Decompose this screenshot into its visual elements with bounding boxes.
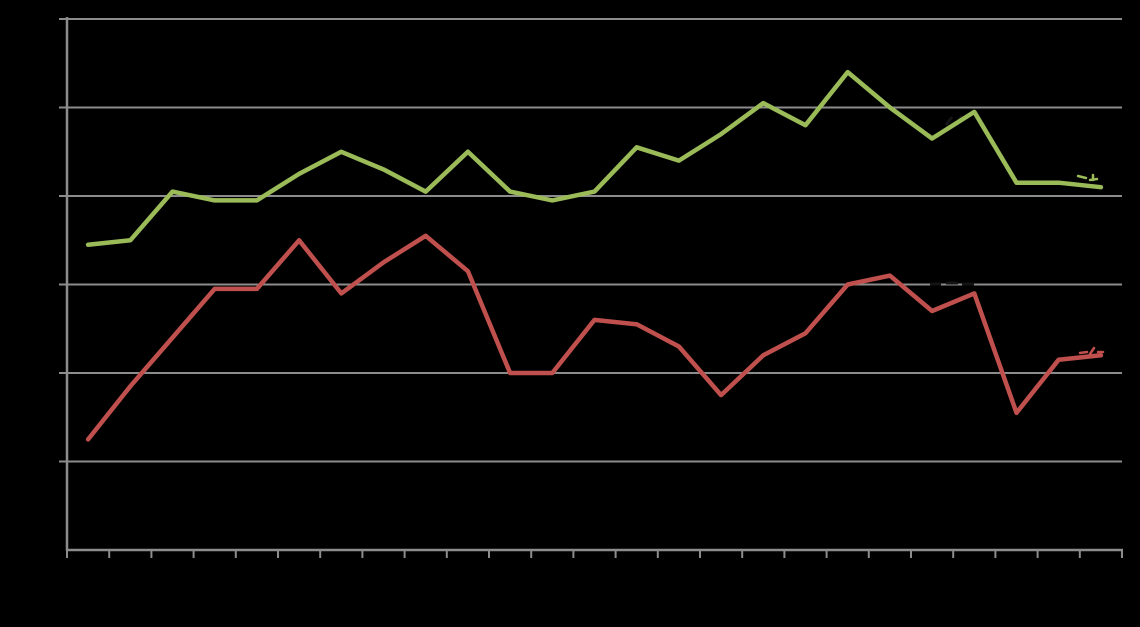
x-axis-ticks bbox=[66, 550, 1123, 558]
data-label-smudges bbox=[930, 115, 974, 286]
axes bbox=[65, 17, 1123, 552]
gridlines bbox=[59, 18, 1122, 463]
green-line-end-label bbox=[1076, 173, 1099, 182]
red-line-end-label bbox=[1078, 346, 1105, 356]
green-series-line bbox=[85, 69, 1104, 247]
red-series-line bbox=[85, 233, 1104, 442]
